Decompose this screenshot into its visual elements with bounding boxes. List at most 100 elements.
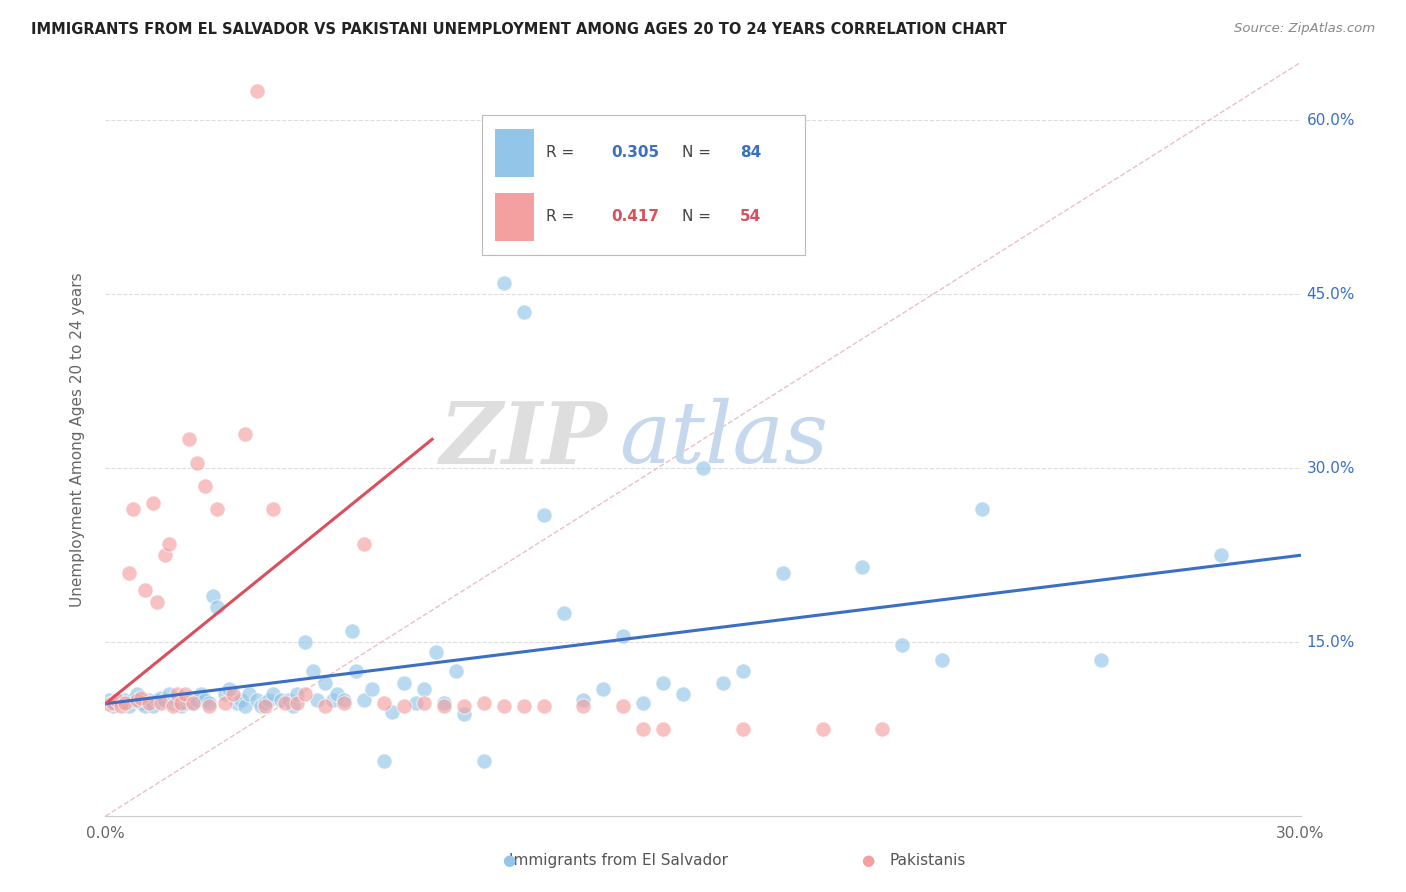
Point bbox=[281, 699, 304, 714]
Point bbox=[931, 653, 953, 667]
Point bbox=[186, 693, 208, 707]
Point bbox=[198, 699, 221, 714]
Point bbox=[134, 699, 156, 714]
Point bbox=[157, 687, 180, 701]
Point bbox=[353, 536, 375, 550]
Y-axis label: Unemployment Among Ages 20 to 24 years: Unemployment Among Ages 20 to 24 years bbox=[70, 272, 84, 607]
Point bbox=[633, 723, 655, 737]
Point bbox=[692, 461, 714, 475]
Point bbox=[633, 696, 655, 710]
Point bbox=[253, 699, 276, 714]
Point bbox=[214, 696, 236, 710]
Text: Immigrants from El Salvador: Immigrants from El Salvador bbox=[509, 854, 728, 868]
Point bbox=[218, 681, 240, 696]
Text: 15.0%: 15.0% bbox=[1306, 635, 1355, 649]
Point bbox=[672, 687, 695, 701]
Point bbox=[103, 699, 125, 714]
Point bbox=[262, 687, 284, 701]
Text: IMMIGRANTS FROM EL SALVADOR VS PAKISTANI UNEMPLOYMENT AMONG AGES 20 TO 24 YEARS : IMMIGRANTS FROM EL SALVADOR VS PAKISTANI… bbox=[31, 22, 1007, 37]
Point bbox=[257, 693, 280, 707]
Text: Pakistanis: Pakistanis bbox=[890, 854, 966, 868]
Point bbox=[166, 693, 188, 707]
Point bbox=[190, 687, 212, 701]
Text: atlas: atlas bbox=[619, 398, 828, 481]
Point bbox=[453, 707, 475, 722]
Point bbox=[413, 696, 436, 710]
Point bbox=[107, 693, 129, 707]
Point bbox=[361, 681, 384, 696]
Point bbox=[127, 693, 149, 707]
Point bbox=[246, 84, 269, 98]
Point bbox=[162, 696, 184, 710]
Point bbox=[153, 548, 177, 563]
Point bbox=[103, 696, 125, 710]
Point bbox=[181, 696, 204, 710]
Point bbox=[392, 676, 416, 690]
Point bbox=[333, 693, 356, 707]
Point bbox=[413, 681, 436, 696]
Point bbox=[174, 696, 197, 710]
Point bbox=[1090, 653, 1112, 667]
Point bbox=[118, 699, 141, 714]
Point bbox=[314, 676, 336, 690]
Point bbox=[652, 723, 675, 737]
Point bbox=[150, 690, 173, 705]
Point bbox=[225, 696, 249, 710]
Point bbox=[194, 693, 217, 707]
Point bbox=[851, 560, 873, 574]
Point bbox=[772, 566, 794, 580]
Point bbox=[250, 699, 273, 714]
Point bbox=[177, 432, 201, 446]
Point bbox=[425, 644, 447, 658]
Point bbox=[513, 305, 536, 319]
Point bbox=[157, 536, 180, 550]
Point bbox=[98, 697, 121, 711]
Point bbox=[1209, 548, 1232, 563]
Point bbox=[233, 699, 256, 714]
Point bbox=[711, 676, 734, 690]
Point bbox=[181, 696, 204, 710]
Point bbox=[392, 699, 416, 714]
Point bbox=[513, 699, 536, 714]
Point bbox=[127, 687, 149, 701]
Point bbox=[222, 687, 245, 701]
Point bbox=[262, 501, 284, 516]
Point bbox=[444, 664, 467, 679]
Point bbox=[122, 693, 145, 707]
Text: 60.0%: 60.0% bbox=[1306, 113, 1355, 128]
Point bbox=[194, 479, 217, 493]
Point bbox=[118, 566, 141, 580]
Point bbox=[162, 699, 184, 714]
Point bbox=[174, 687, 197, 701]
Point bbox=[405, 696, 427, 710]
Point bbox=[433, 699, 456, 714]
Point bbox=[314, 699, 336, 714]
Point bbox=[170, 699, 193, 714]
Point bbox=[353, 693, 375, 707]
Point bbox=[346, 664, 368, 679]
Point bbox=[572, 699, 595, 714]
Text: ZIP: ZIP bbox=[440, 398, 607, 481]
Point bbox=[492, 276, 515, 290]
Point bbox=[294, 635, 316, 649]
Point bbox=[150, 696, 173, 710]
Point bbox=[294, 687, 316, 701]
Point bbox=[553, 607, 575, 621]
Point bbox=[142, 699, 165, 714]
Point bbox=[333, 696, 356, 710]
Point bbox=[373, 696, 395, 710]
Point bbox=[198, 696, 221, 710]
Point bbox=[321, 693, 344, 707]
Point bbox=[229, 693, 252, 707]
Text: ●: ● bbox=[860, 854, 875, 868]
Point bbox=[273, 696, 295, 710]
Point bbox=[533, 508, 555, 522]
Point bbox=[146, 693, 169, 707]
Text: 45.0%: 45.0% bbox=[1306, 287, 1355, 301]
Point bbox=[285, 696, 308, 710]
Point bbox=[731, 664, 754, 679]
Point bbox=[177, 693, 201, 707]
Point bbox=[98, 693, 121, 707]
Point bbox=[186, 455, 208, 469]
Point bbox=[342, 624, 364, 638]
